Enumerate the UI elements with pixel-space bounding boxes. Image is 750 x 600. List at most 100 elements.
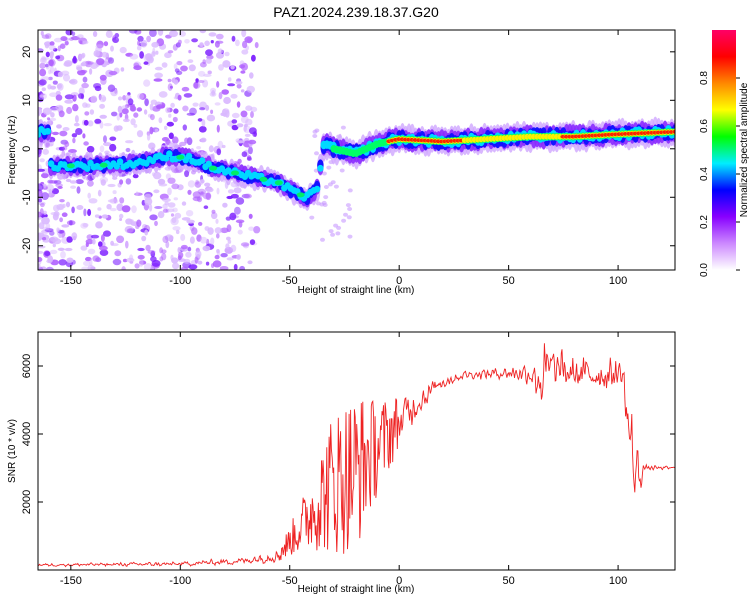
heatmap-noise-cell	[347, 188, 353, 193]
heatmap-noise-cell	[139, 51, 145, 59]
heatmap-noise-cell	[132, 173, 139, 179]
heatmap-noise-cell	[195, 250, 202, 258]
snr-y-axis: 2000 4000 6000	[21, 354, 675, 514]
heatmap-noise-cell	[83, 119, 89, 126]
heatmap-noise-cell	[197, 118, 203, 122]
heatmap-noise-cell	[196, 146, 202, 150]
heatmap-noise-cell	[46, 184, 54, 192]
heatmap-noise-cell	[39, 158, 45, 163]
heatmap-noise-cell	[114, 33, 120, 38]
heatmap-noise-cell	[137, 254, 145, 260]
heatmap-noise-cell	[171, 183, 180, 190]
heatmap-noise-cell	[205, 104, 210, 111]
heatmap-noise-cell	[188, 49, 192, 54]
heatmap-noise-cell	[76, 66, 83, 71]
heatmap-noise-cell	[43, 210, 47, 215]
colorbar-ticks: 0.0 0.2 0.4 0.6 0.8	[699, 71, 740, 277]
snr-x-tick-label: -50	[282, 575, 298, 587]
heatmap-noise-cell	[47, 58, 56, 67]
heatmap-noise-cell	[128, 30, 138, 34]
heatmap-noise-cell	[80, 222, 88, 229]
heatmap-noise-cell	[75, 179, 84, 185]
heatmap-noise-cell	[180, 233, 186, 242]
heatmap-noise-cell	[218, 64, 224, 71]
heatmap-noise-cell	[197, 80, 205, 83]
heatmap-noise-cell	[61, 224, 70, 228]
heatmap-noise-cell	[169, 85, 173, 89]
heatmap-noise-cell	[65, 201, 71, 208]
heatmap-noise-cell	[45, 266, 54, 270]
heatmap-noise-cell	[62, 73, 71, 82]
heatmap-noise-cell	[199, 30, 206, 34]
heatmap-noise-cell	[241, 30, 247, 38]
heatmap-noise-cell	[53, 211, 60, 217]
heatmap-noise-cell	[40, 202, 45, 208]
heatmap-noise-cell	[89, 109, 95, 115]
heatmap-noise-cell	[99, 176, 109, 184]
heatmap-noise-cell	[52, 80, 58, 85]
heatmap-noise-cell	[244, 193, 252, 199]
heatmap-noise-cell	[52, 243, 56, 248]
heatmap-noise-cell	[48, 69, 52, 75]
heatmap-noise-cell	[149, 30, 157, 37]
heatmap-noise-cell	[114, 250, 122, 257]
heatmap-noise-cell	[191, 227, 198, 235]
heatmap-noise-cell	[186, 219, 195, 224]
heatmap-noise-cell	[168, 132, 174, 140]
heatmap-noise-cell	[246, 85, 255, 93]
heatmap-noise-cell	[168, 113, 172, 118]
heatmap-noise-cell	[101, 214, 109, 219]
heatmap-noise-cell	[52, 131, 59, 136]
heatmap-noise-cell	[47, 255, 54, 263]
heatmap-noise-cell	[221, 144, 226, 149]
heatmap-noise-cell	[89, 259, 93, 267]
heatmap-noise-cell	[157, 30, 164, 36]
heatmap-noise-cell	[137, 35, 144, 42]
heatmap-noise-cell	[180, 266, 189, 270]
heatmap-noise-cell	[96, 40, 104, 49]
heatmap-noise-cell	[41, 87, 46, 92]
heatmap-noise-cell	[45, 63, 49, 68]
heatmap-noise-cell	[59, 130, 68, 137]
spectrogram-y-tick-label: -20	[21, 238, 33, 254]
heatmap-noise-cell	[246, 37, 252, 44]
heatmap-noise-cell	[62, 127, 70, 131]
heatmap-noise-cell	[60, 36, 68, 42]
heatmap-noise-cell	[175, 229, 180, 235]
colorbar-tick-label: 0.2	[699, 215, 710, 229]
heatmap-noise-cell	[240, 89, 245, 93]
heatmap-noise-cell	[59, 217, 63, 223]
heatmap-noise-cell	[136, 219, 142, 227]
heatmap-noise-cell	[193, 81, 199, 89]
heatmap-noise-cell	[197, 188, 207, 195]
figure-title: PAZ1.2024.239.18.37.G20	[273, 4, 439, 20]
heatmap-ridge-cell	[199, 157, 206, 165]
heatmap-noise-cell	[116, 113, 121, 121]
heatmap-noise-cell	[162, 198, 171, 202]
heatmap-noise-cell	[87, 208, 92, 217]
spectrogram-y-label: Frequency (Hz)	[7, 116, 18, 185]
heatmap-noise-cell	[111, 111, 118, 117]
heatmap-ridge-cell	[205, 160, 212, 168]
heatmap-noise-cell	[251, 54, 256, 62]
heatmap-noise-cell	[172, 226, 181, 231]
heatmap-noise-cell	[55, 94, 63, 101]
heatmap-noise-cell	[205, 187, 214, 193]
spectrogram-x-label: Height of straight line (km)	[298, 285, 415, 296]
heatmap-noise-cell	[97, 207, 102, 211]
snr-x-axis: -150 -100 -50 0 50 100	[60, 332, 627, 587]
heatmap-noise-cell	[233, 187, 242, 194]
heatmap-noise-cell	[161, 62, 168, 68]
heatmap-noise-cell	[187, 189, 192, 195]
heatmap-noise-cell	[138, 259, 144, 267]
heatmap-noise-cell	[151, 41, 159, 48]
heatmap-noise-cell	[346, 215, 352, 220]
heatmap-noise-cell	[155, 50, 159, 55]
heatmap-noise-cell	[236, 83, 242, 89]
heatmap-noise-cell	[64, 247, 73, 252]
heatmap-noise-cell	[244, 123, 248, 128]
heatmap-noise-cell	[78, 93, 84, 99]
heatmap-noise-cell	[94, 85, 102, 92]
heatmap-noise-cell	[330, 232, 336, 237]
heatmap-noise-cell	[184, 137, 189, 144]
